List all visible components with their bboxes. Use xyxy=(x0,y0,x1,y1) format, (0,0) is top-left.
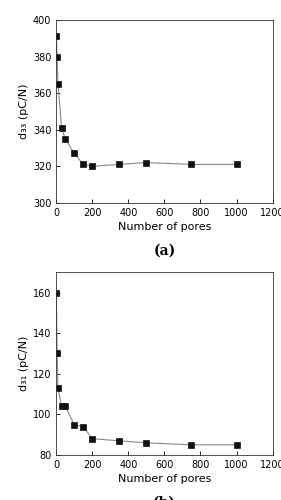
Y-axis label: d₃₁ (pC/N): d₃₁ (pC/N) xyxy=(19,336,29,392)
X-axis label: Number of pores: Number of pores xyxy=(118,222,211,232)
Text: (b): (b) xyxy=(153,496,176,500)
Y-axis label: d₃₃ (pC/N): d₃₃ (pC/N) xyxy=(19,84,29,139)
X-axis label: Number of pores: Number of pores xyxy=(118,474,211,484)
Text: (a): (a) xyxy=(153,244,176,258)
